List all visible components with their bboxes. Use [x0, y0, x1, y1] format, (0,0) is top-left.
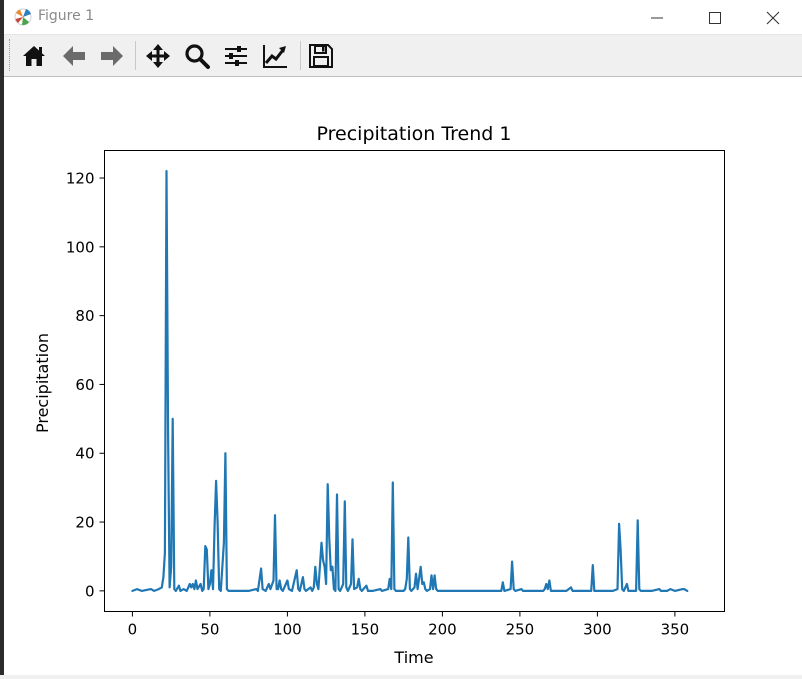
arrow-right-icon	[101, 46, 123, 66]
x-tick-label: 100	[273, 621, 302, 639]
matplotlib-logo-icon	[13, 7, 33, 27]
y-tick-label: 20	[75, 514, 94, 532]
x-axis-label: Time	[393, 648, 433, 667]
axis-ticks: 0 50 100 150 200 250 300 350 0 20 40 60 80 100 120	[66, 170, 689, 639]
edit-axis-button[interactable]	[258, 39, 292, 73]
window-title: Figure 1	[38, 8, 95, 24]
x-tick-label: 250	[506, 621, 535, 639]
series-line	[131, 170, 689, 593]
title-bar: Figure 1	[4, 0, 802, 35]
chart-edit-icon	[263, 45, 287, 68]
close-button[interactable]	[744, 0, 802, 34]
close-icon	[766, 11, 780, 25]
x-tick-label: 350	[661, 621, 690, 639]
toolbar-separator	[300, 41, 301, 70]
x-tick-label: 150	[351, 621, 380, 639]
chart-title: Precipitation Trend 1	[317, 123, 512, 145]
plot-area	[104, 150, 725, 612]
home-icon	[23, 46, 45, 66]
figure-canvas[interactable]: Precipitation Trend 1 Time Precipitation…	[4, 77, 802, 675]
navigation-toolbar	[4, 35, 802, 77]
x-tick-label: 200	[428, 621, 457, 639]
maximize-button[interactable]	[686, 0, 744, 34]
toolbar-separator	[135, 41, 136, 70]
toolbar-grip	[9, 39, 12, 71]
minimize-icon	[651, 17, 663, 19]
x-tick-label: 0	[128, 621, 138, 639]
home-button[interactable]	[17, 39, 51, 73]
arrow-left-icon	[63, 46, 85, 66]
zoom-icon	[185, 44, 210, 69]
x-tick-label: 300	[583, 621, 612, 639]
back-button[interactable]	[57, 39, 91, 73]
move-icon	[146, 44, 170, 68]
y-axis-label: Precipitation	[33, 333, 52, 433]
y-tick-label: 60	[75, 376, 94, 394]
zoom-button[interactable]	[180, 39, 214, 73]
window-edge	[0, 0, 4, 675]
minimize-button[interactable]	[628, 0, 686, 34]
sliders-icon	[225, 46, 247, 66]
y-tick-label: 0	[85, 582, 95, 600]
y-tick-label: 100	[66, 238, 95, 256]
y-tick-label: 80	[75, 307, 94, 325]
pan-button[interactable]	[141, 39, 175, 73]
series-group	[131, 170, 689, 593]
y-tick-label: 120	[66, 170, 95, 188]
save-button[interactable]	[304, 39, 338, 73]
configure-subplots-button[interactable]	[219, 39, 253, 73]
chart: Precipitation Trend 1 Time Precipitation…	[33, 123, 725, 667]
floppy-disk-icon	[309, 44, 333, 68]
y-tick-label: 40	[75, 445, 94, 463]
forward-button[interactable]	[95, 39, 129, 73]
x-tick-label: 50	[200, 621, 219, 639]
maximize-icon	[709, 12, 721, 24]
